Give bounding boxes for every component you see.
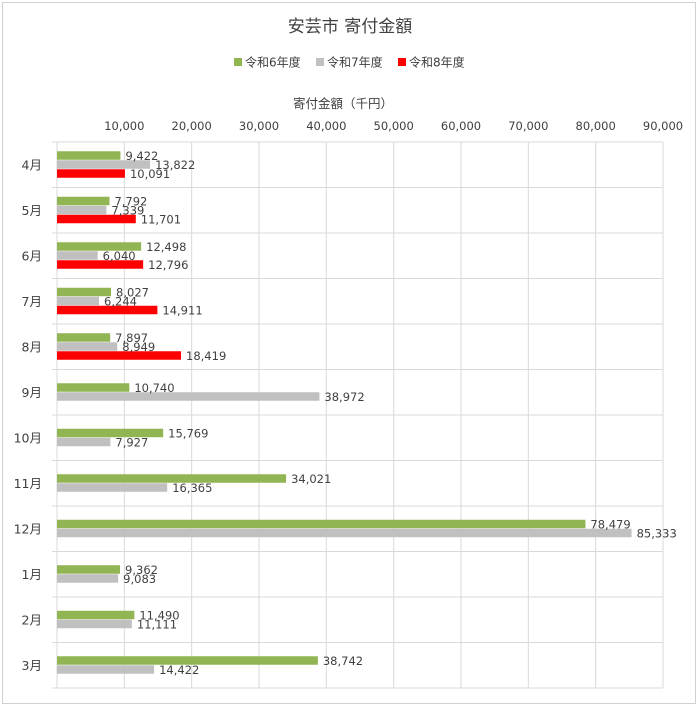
category-label: 11月 bbox=[14, 476, 42, 491]
bar-3 bbox=[57, 214, 136, 224]
category-label: 2月 bbox=[22, 612, 42, 627]
legend-swatch bbox=[234, 58, 242, 66]
data-label: 14,422 bbox=[159, 663, 199, 677]
bar-3 bbox=[57, 305, 158, 315]
data-label: 38,972 bbox=[324, 390, 364, 404]
x-tick-label: 10,000 bbox=[104, 119, 144, 133]
bar-2 bbox=[57, 251, 98, 260]
bar-1 bbox=[57, 196, 110, 206]
data-label: 85,333 bbox=[637, 526, 677, 540]
data-label: 8,027 bbox=[116, 285, 149, 299]
bar-2 bbox=[57, 619, 132, 629]
data-label: 11,111 bbox=[137, 617, 177, 631]
data-label: 38,742 bbox=[323, 654, 363, 668]
x-tick-label: 20,000 bbox=[172, 119, 212, 133]
x-tick-label: 60,000 bbox=[441, 119, 481, 133]
category-label: 10月 bbox=[14, 430, 42, 445]
data-label: 15,769 bbox=[168, 426, 208, 440]
category-label: 1月 bbox=[22, 567, 42, 582]
data-label: 6,040 bbox=[103, 249, 136, 263]
bar-1 bbox=[57, 656, 318, 665]
data-label: 7,927 bbox=[115, 435, 148, 449]
bar-1 bbox=[57, 151, 121, 160]
chart-title: 安芸市 寄付金額 bbox=[288, 17, 412, 37]
bar-1 bbox=[57, 565, 121, 574]
x-tick-label: 40,000 bbox=[306, 119, 346, 133]
data-label: 7,897 bbox=[115, 331, 148, 345]
data-label: 18,419 bbox=[186, 349, 226, 363]
data-label: 9,362 bbox=[125, 563, 158, 577]
bars bbox=[57, 151, 632, 674]
legend-label: 令和6年度 bbox=[245, 55, 301, 70]
data-label: 9,083 bbox=[123, 572, 156, 586]
x-tick-label: 80,000 bbox=[576, 119, 616, 133]
category-label: 6月 bbox=[22, 248, 42, 263]
bar-1 bbox=[57, 242, 142, 251]
data-label: 6,244 bbox=[104, 294, 137, 308]
bar-3 bbox=[57, 260, 144, 269]
bar-2 bbox=[57, 160, 151, 169]
data-label: 7,339 bbox=[111, 203, 144, 217]
data-label: 14,911 bbox=[162, 303, 202, 317]
bar-1 bbox=[57, 474, 287, 483]
category-label: 8月 bbox=[22, 339, 42, 354]
legend-label: 令和8年度 bbox=[409, 55, 465, 70]
bar-2 bbox=[57, 392, 320, 401]
bar-3 bbox=[57, 169, 125, 178]
x-tick-labels: 10,000 20,000 30,000 40,000 50,000 60,000 70,0… bbox=[104, 119, 683, 133]
data-label: 16,365 bbox=[172, 481, 212, 495]
legend: 令和6年度 令和7年度 令和8年度 bbox=[234, 55, 465, 70]
x-tick-label: 30,000 bbox=[239, 119, 279, 133]
bar-1 bbox=[57, 383, 130, 392]
bar-2 bbox=[57, 665, 155, 674]
category-label: 3月 bbox=[22, 658, 42, 673]
legend-swatch bbox=[398, 58, 406, 66]
category-label: 7月 bbox=[22, 294, 42, 309]
bar-1 bbox=[57, 287, 112, 297]
data-label: 11,490 bbox=[139, 608, 179, 622]
bar-2 bbox=[57, 574, 119, 583]
data-label: 78,479 bbox=[590, 517, 630, 531]
bar-2 bbox=[57, 528, 632, 538]
legend-label: 令和7年度 bbox=[327, 55, 383, 70]
bar-2 bbox=[57, 205, 107, 215]
data-label: 8,949 bbox=[122, 340, 155, 354]
category-label: 5月 bbox=[22, 203, 42, 218]
data-label: 12,498 bbox=[146, 240, 186, 254]
data-label: 34,021 bbox=[291, 472, 331, 486]
bar-2 bbox=[57, 296, 100, 306]
bar-2 bbox=[57, 342, 118, 351]
x-tick-label: 70,000 bbox=[508, 119, 548, 133]
data-label: 12,796 bbox=[148, 258, 188, 272]
category-label: 12月 bbox=[14, 521, 42, 536]
category-label: 9月 bbox=[22, 385, 42, 400]
category-label: 4月 bbox=[22, 157, 42, 172]
bar-2 bbox=[57, 483, 168, 492]
chart-border bbox=[2, 2, 696, 704]
x-axis-title: 寄付金額（千円） bbox=[293, 96, 393, 111]
category-labels: 4月 5月 6月 7月 8月 9月 10月 11月 12月 1月 2月 3月 bbox=[14, 157, 42, 673]
data-label: 13,822 bbox=[155, 158, 195, 172]
data-label: 10,091 bbox=[130, 167, 170, 181]
bar-1 bbox=[57, 428, 164, 438]
legend-swatch bbox=[316, 58, 324, 66]
bar-1 bbox=[57, 610, 135, 620]
bar-1 bbox=[57, 519, 586, 529]
data-label: 10,740 bbox=[134, 381, 174, 395]
data-label: 11,701 bbox=[141, 212, 181, 226]
bar-1 bbox=[57, 333, 111, 342]
bar-2 bbox=[57, 437, 111, 447]
x-tick-label: 90,000 bbox=[643, 119, 683, 133]
gridlines bbox=[52, 141, 664, 689]
data-label: 7,792 bbox=[114, 194, 147, 208]
x-tick-label: 50,000 bbox=[374, 119, 414, 133]
data-label: 9,422 bbox=[125, 149, 158, 163]
bar-3 bbox=[57, 351, 182, 360]
